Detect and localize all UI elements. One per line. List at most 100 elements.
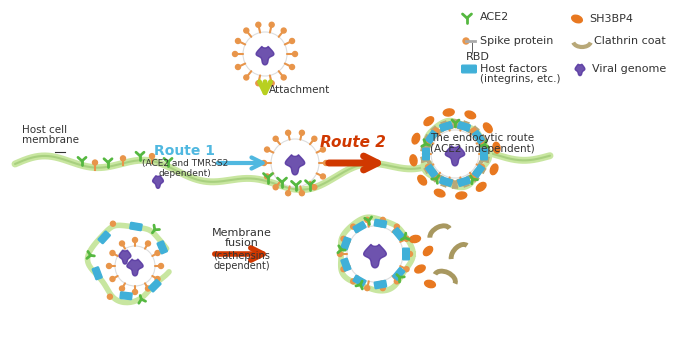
- Circle shape: [286, 130, 290, 135]
- Circle shape: [341, 236, 346, 241]
- Circle shape: [434, 128, 439, 133]
- Circle shape: [365, 286, 370, 291]
- Circle shape: [107, 294, 113, 299]
- Circle shape: [106, 264, 111, 269]
- FancyBboxPatch shape: [341, 237, 351, 250]
- Ellipse shape: [410, 236, 421, 243]
- Circle shape: [380, 218, 385, 222]
- Circle shape: [426, 139, 430, 144]
- FancyBboxPatch shape: [353, 222, 366, 233]
- FancyBboxPatch shape: [120, 292, 132, 300]
- Circle shape: [256, 81, 261, 86]
- Ellipse shape: [477, 182, 486, 191]
- FancyBboxPatch shape: [426, 165, 438, 177]
- Text: fusion: fusion: [225, 238, 259, 248]
- FancyBboxPatch shape: [374, 280, 386, 289]
- Circle shape: [150, 154, 155, 159]
- Polygon shape: [286, 155, 304, 175]
- Ellipse shape: [465, 111, 475, 119]
- Ellipse shape: [424, 246, 433, 256]
- FancyBboxPatch shape: [473, 165, 484, 177]
- Text: (cathepsins: (cathepsins: [214, 251, 270, 261]
- Circle shape: [394, 224, 399, 229]
- Circle shape: [404, 267, 409, 272]
- Circle shape: [293, 51, 297, 56]
- Circle shape: [265, 147, 270, 152]
- Circle shape: [146, 241, 150, 246]
- Circle shape: [244, 28, 248, 33]
- Circle shape: [321, 147, 326, 152]
- Circle shape: [446, 122, 451, 127]
- Ellipse shape: [493, 142, 500, 153]
- Text: Host cell: Host cell: [22, 125, 67, 135]
- FancyBboxPatch shape: [458, 177, 470, 186]
- Circle shape: [459, 122, 464, 127]
- Ellipse shape: [425, 280, 435, 288]
- Circle shape: [312, 136, 317, 141]
- Circle shape: [273, 136, 278, 141]
- Circle shape: [111, 221, 116, 226]
- Text: dependent): dependent): [214, 261, 270, 271]
- Ellipse shape: [412, 134, 420, 144]
- Circle shape: [426, 164, 430, 169]
- Polygon shape: [127, 259, 143, 276]
- Circle shape: [155, 276, 160, 281]
- Circle shape: [265, 174, 270, 179]
- Text: ACE2: ACE2: [480, 12, 510, 22]
- Circle shape: [273, 185, 278, 190]
- Text: The endocytic route: The endocytic route: [430, 133, 534, 143]
- Circle shape: [120, 241, 125, 246]
- Circle shape: [351, 279, 356, 284]
- Circle shape: [380, 286, 385, 291]
- Circle shape: [146, 286, 150, 291]
- FancyBboxPatch shape: [473, 131, 484, 143]
- Circle shape: [300, 130, 304, 135]
- Text: |: |: [471, 43, 475, 53]
- Circle shape: [434, 175, 439, 180]
- FancyBboxPatch shape: [458, 122, 470, 131]
- Text: Clathrin coat: Clathrin coat: [594, 36, 666, 46]
- Circle shape: [463, 38, 469, 44]
- Text: (integrins, etc.): (integrins, etc.): [480, 74, 561, 84]
- Circle shape: [365, 218, 370, 222]
- Ellipse shape: [418, 176, 426, 185]
- Text: Route 2: Route 2: [320, 135, 386, 150]
- Polygon shape: [575, 64, 585, 76]
- Circle shape: [132, 238, 137, 242]
- Text: (ACE2 and TMRSS2: (ACE2 and TMRSS2: [142, 159, 228, 168]
- Ellipse shape: [484, 123, 492, 132]
- Circle shape: [281, 75, 286, 80]
- Circle shape: [321, 174, 326, 179]
- FancyBboxPatch shape: [426, 131, 438, 143]
- Circle shape: [480, 164, 484, 169]
- Ellipse shape: [456, 192, 467, 199]
- Circle shape: [290, 65, 295, 70]
- Circle shape: [407, 252, 412, 256]
- FancyBboxPatch shape: [440, 122, 452, 131]
- Circle shape: [235, 65, 241, 70]
- Circle shape: [290, 38, 295, 43]
- Circle shape: [110, 251, 115, 256]
- Ellipse shape: [572, 15, 582, 23]
- FancyBboxPatch shape: [462, 65, 476, 73]
- Circle shape: [482, 151, 487, 157]
- Ellipse shape: [410, 155, 417, 166]
- Circle shape: [337, 252, 342, 256]
- Circle shape: [351, 224, 356, 229]
- FancyBboxPatch shape: [440, 177, 452, 186]
- Text: Spike protein: Spike protein: [480, 36, 554, 46]
- Circle shape: [312, 185, 317, 190]
- Circle shape: [120, 286, 125, 291]
- Circle shape: [271, 139, 319, 187]
- Circle shape: [281, 28, 286, 33]
- Circle shape: [446, 181, 451, 186]
- Circle shape: [347, 226, 403, 282]
- Circle shape: [256, 22, 261, 27]
- Circle shape: [155, 251, 160, 256]
- Ellipse shape: [424, 117, 433, 126]
- Ellipse shape: [490, 164, 498, 174]
- Polygon shape: [153, 176, 163, 188]
- Polygon shape: [256, 47, 274, 65]
- Text: SH3BP4: SH3BP4: [589, 14, 633, 24]
- Text: Viral genome: Viral genome: [592, 64, 666, 74]
